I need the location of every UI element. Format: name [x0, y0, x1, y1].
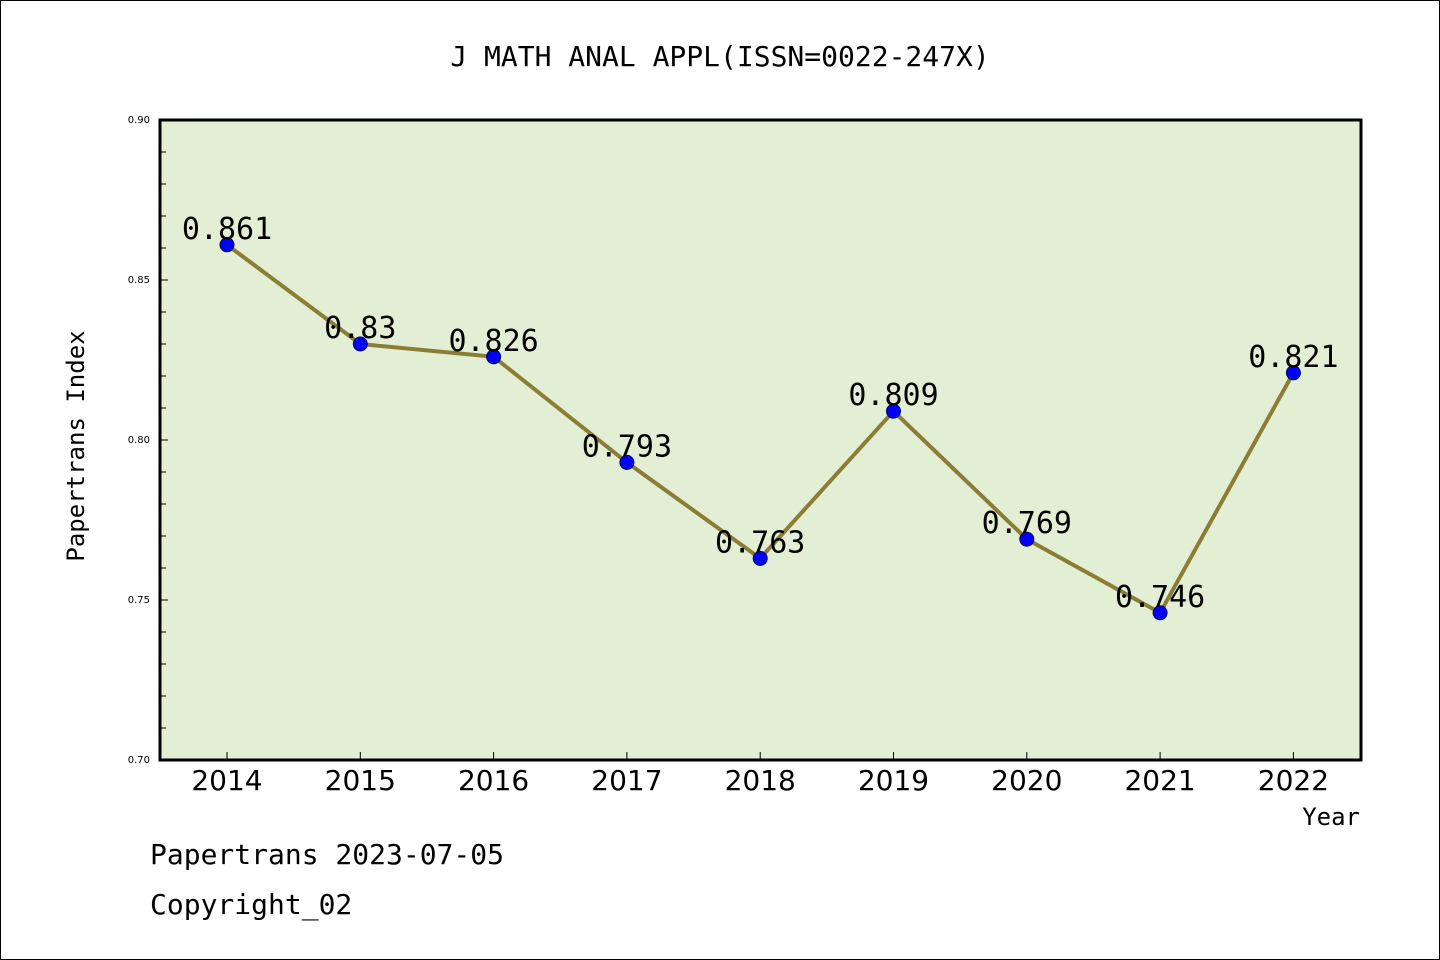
footer-copyright-line: Copyright_02: [150, 888, 352, 922]
y-tick-label: 0.85: [128, 275, 150, 286]
y-tick-label: 0.75: [128, 595, 150, 606]
x-tick-label: 2016: [458, 764, 529, 797]
data-markers: [219, 237, 1301, 621]
x-tick-label: 2015: [325, 764, 396, 797]
data-point: [1152, 605, 1168, 621]
data-point: [486, 349, 502, 365]
x-tick-label: 2020: [991, 764, 1062, 797]
data-label: 0.826: [448, 324, 538, 359]
x-tick-label: 2019: [858, 764, 929, 797]
data-point: [619, 454, 635, 470]
y-tick-label: 0.90: [128, 115, 150, 126]
chart-title: J MATH ANAL APPL(ISSN=0022-247X): [450, 40, 989, 73]
data-label: 0.861: [182, 212, 272, 247]
data-point: [1019, 531, 1035, 547]
data-point: [352, 336, 368, 352]
data-point: [752, 550, 768, 566]
x-tick-label: 2018: [725, 764, 796, 797]
data-point: [219, 237, 235, 253]
x-axis-label: Year: [1302, 803, 1360, 831]
y-tick-label: 0.70: [128, 755, 150, 766]
x-tick-label: 2021: [1124, 764, 1195, 797]
plot-area: [160, 120, 1361, 760]
data-label: 0.769: [982, 506, 1072, 541]
x-tick-label: 2014: [191, 764, 262, 797]
data-label: 0.763: [715, 525, 805, 560]
data-labels: 0.861 0.83 0.826 0.793 0.763 0.809 0.769 0.746 0…: [182, 212, 1339, 615]
x-tick-label: 2017: [591, 764, 662, 797]
y-tick-label: 0.80: [128, 435, 150, 446]
plot-border: [158, 118, 1363, 762]
footer-date-line: Papertrans 2023-07-05: [150, 838, 504, 871]
data-label: 0.746: [1115, 580, 1205, 615]
x-axis-ticks: 2014 2015 2016 2017 2018 2019 2020 2021 2022: [191, 752, 1329, 797]
data-point: [886, 403, 901, 419]
data-point: [1285, 365, 1301, 381]
data-label: 0.83: [324, 311, 396, 346]
data-label: 0.809: [848, 378, 938, 413]
data-label: 0.793: [582, 429, 672, 464]
data-label: 0.821: [1248, 340, 1338, 375]
x-tick-label: 2022: [1258, 764, 1329, 797]
y-axis-label: Papertrans Index: [62, 330, 90, 561]
